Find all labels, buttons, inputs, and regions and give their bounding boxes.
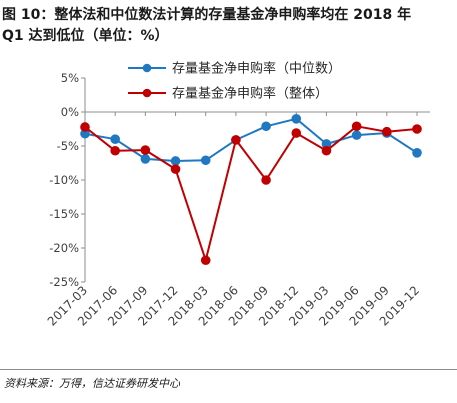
legend-label: 存量基金净申购率（中位数） [172,61,341,77]
series-1-point [110,134,120,144]
legend-label: 存量基金净申购率（整体） [172,86,328,102]
y-tick-label: -25% [49,275,79,289]
series-2-point [170,164,181,174]
series-2-point [351,121,362,132]
series-2-point [200,255,211,266]
series-1-point [140,154,151,164]
y-tick-label: -10% [49,173,79,187]
series-2 [80,121,422,266]
series-2-point [140,145,151,155]
series-2-point [231,135,241,145]
source-note: 资料来源：万得，信达证券研发中心 [4,377,180,390]
figure-title-line-1: 图 10：整体法和中位数法计算的存量基金净申购率均在 2018 年 [2,7,412,23]
series-1-point [291,114,302,124]
source-divider [0,369,457,370]
figure-title: 图 10：整体法和中位数法计算的存量基金净申购率均在 2018 年 Q1 达到低… [2,5,455,47]
series-1-point [170,156,181,166]
series-2-point [80,122,90,132]
series-2-point [291,128,302,138]
series-2-point [382,126,392,137]
series-2-line [84,125,418,262]
series-2-point [412,124,422,134]
y-tick-label: -20% [49,241,79,255]
series-1-point [412,148,422,158]
legend-item-2: 存量基金净申购率（整体） [128,86,328,102]
figure-title-line-2: Q1 达到低位（单位：%） [2,28,169,44]
series-1-line [84,117,418,162]
series-2-point [261,175,271,185]
y-tick-label: -15% [49,207,79,221]
series-1 [80,114,422,166]
legend-swatch-marker [142,88,152,98]
series-2-point [110,145,120,156]
legend-item-1: 存量基金净申购率（中位数） [128,61,341,77]
legend: 存量基金净申购率（中位数） 存量基金净申购率（整体） [128,61,341,102]
series-1-point [261,121,271,132]
y-tick-label: -5% [57,139,79,153]
legend-swatch-marker [142,63,152,73]
series-2-point [321,145,332,156]
y-tick-label: 0% [61,105,79,119]
series-1-point [351,130,362,140]
y-tick-label: 5% [61,71,79,85]
series-1-point [200,155,211,166]
